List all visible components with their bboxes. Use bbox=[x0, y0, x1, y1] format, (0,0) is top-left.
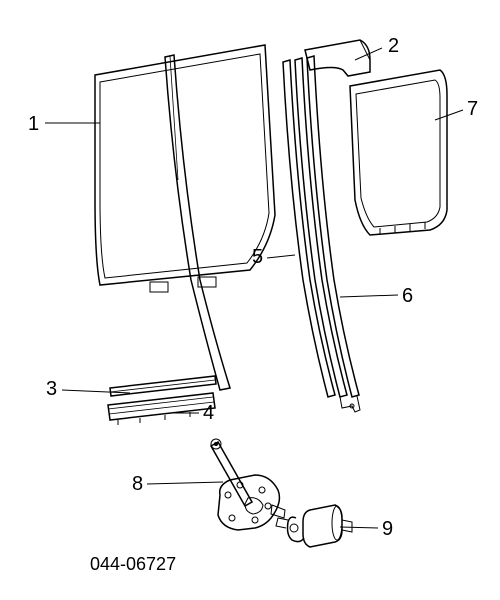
label-2: 2 bbox=[388, 35, 399, 57]
part-number: 044-06727 bbox=[90, 554, 176, 574]
part-8-window-regulator bbox=[211, 439, 285, 530]
label-6: 6 bbox=[402, 285, 413, 307]
part-9-window-motor bbox=[276, 505, 352, 547]
label-3: 3 bbox=[46, 378, 57, 400]
label-7: 7 bbox=[467, 98, 478, 120]
label-4: 4 bbox=[203, 402, 214, 424]
part-4-belt-molding-inner bbox=[108, 393, 215, 425]
front-run-channel bbox=[165, 55, 230, 390]
label-8: 8 bbox=[132, 473, 143, 495]
part-7-quarter-window bbox=[350, 70, 447, 235]
label-1: 1 bbox=[28, 113, 39, 135]
label-9: 9 bbox=[382, 518, 393, 540]
label-5: 5 bbox=[252, 246, 263, 268]
part-5-6-division-bars bbox=[283, 56, 360, 412]
parts-diagram: 1 2 3 4 5 6 7 8 9 044-06727 bbox=[0, 0, 500, 600]
